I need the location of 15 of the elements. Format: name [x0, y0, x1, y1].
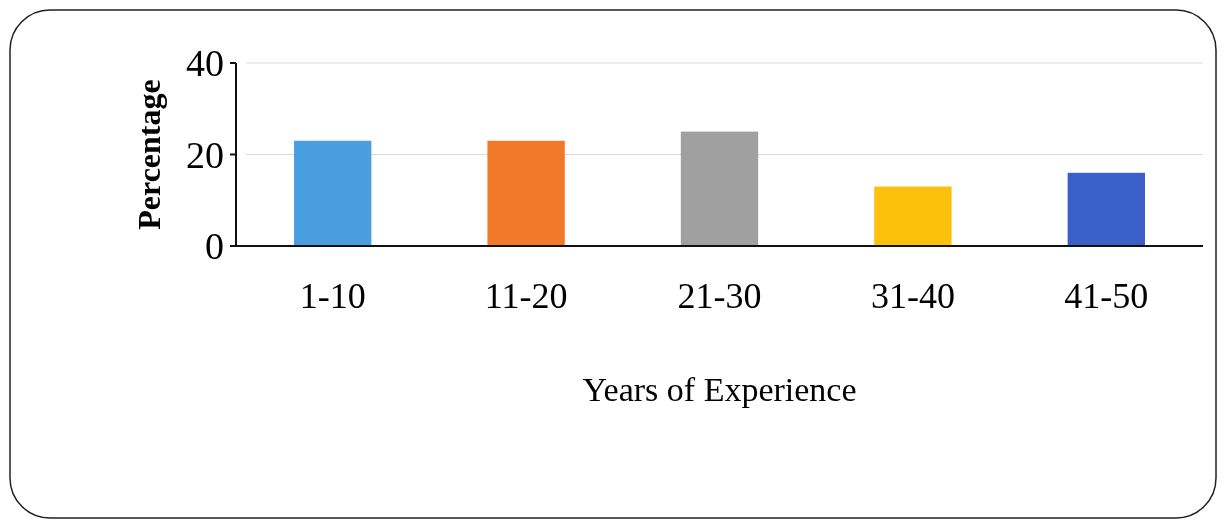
- x-axis-title: Years of Experience: [582, 371, 857, 408]
- x-tick-label: 11-20: [484, 276, 568, 316]
- bar: [874, 186, 952, 246]
- x-tick-label: 31-40: [870, 276, 955, 316]
- bar: [487, 140, 565, 246]
- x-tick-label: 41-50: [1064, 276, 1149, 316]
- y-axis-title: Percentage: [131, 79, 167, 230]
- y-tick-label: 20: [186, 133, 224, 176]
- x-tick-label: 1-10: [299, 276, 366, 316]
- bar: [1067, 172, 1145, 246]
- x-tick-label: 21-30: [677, 276, 762, 316]
- bar: [294, 140, 372, 246]
- bar: [680, 131, 759, 246]
- y-tick-label: 40: [186, 42, 224, 85]
- y-tick-label: 0: [205, 225, 224, 268]
